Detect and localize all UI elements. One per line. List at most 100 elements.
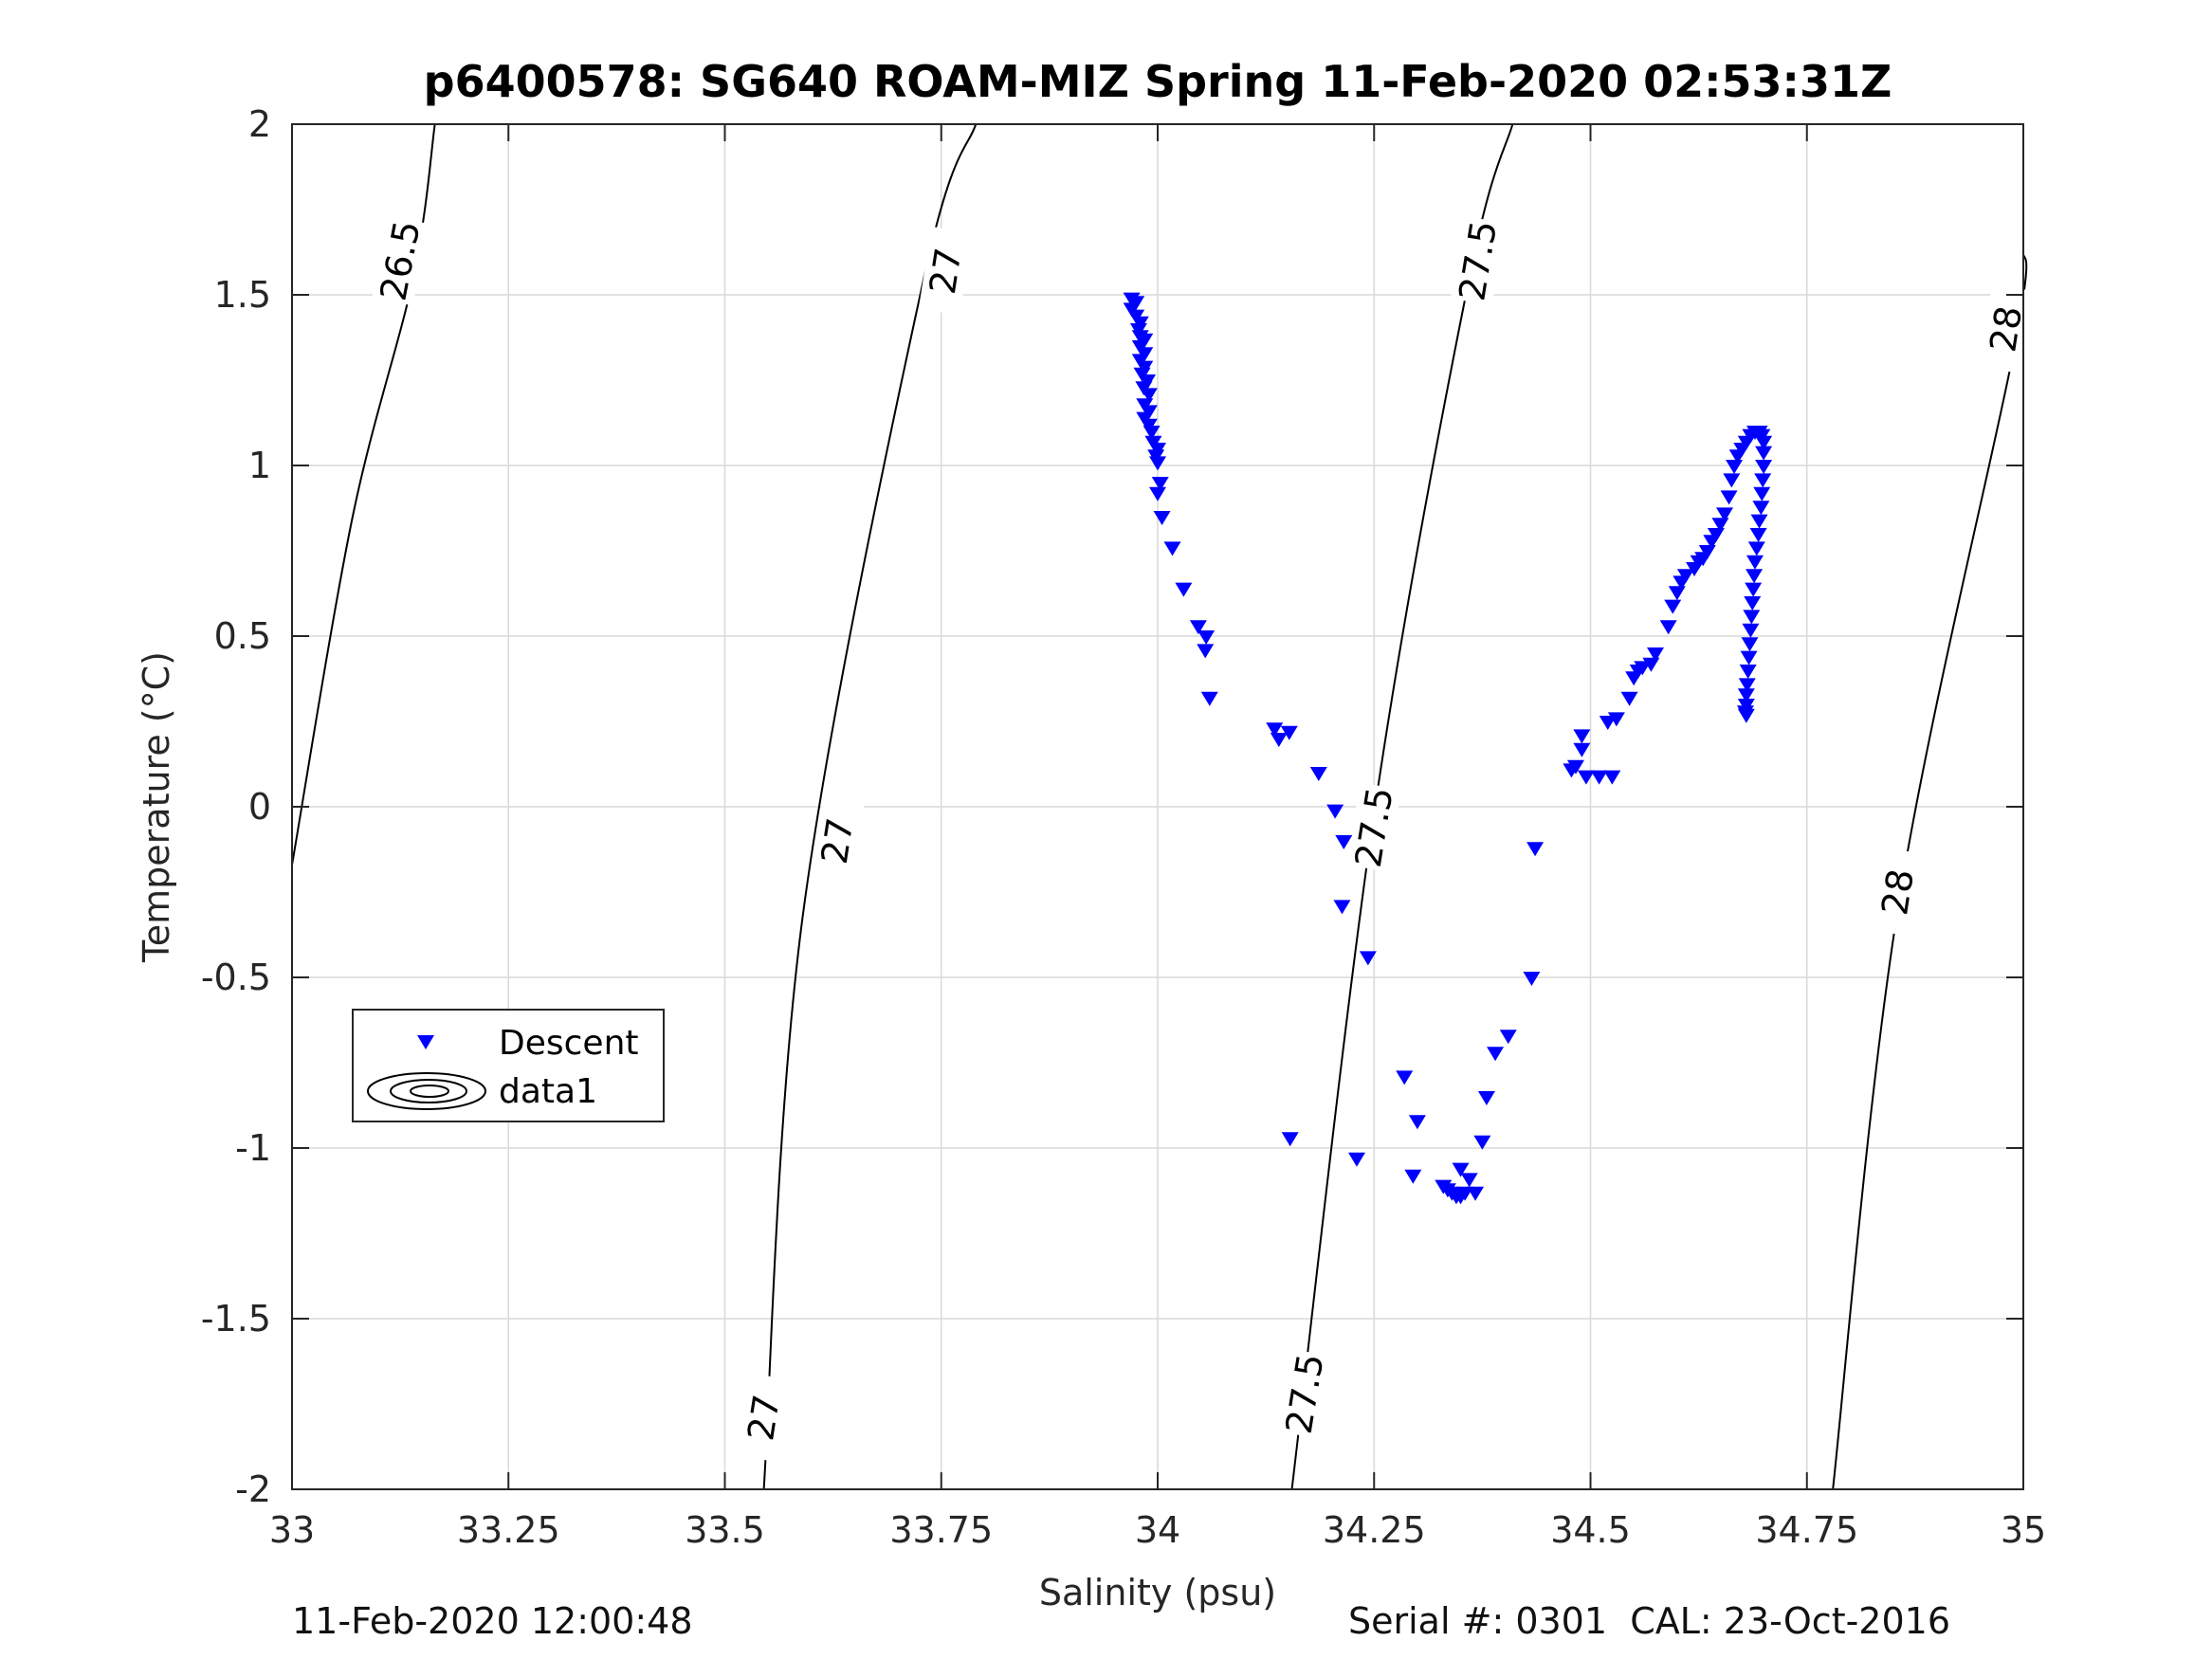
x-tick-label: 33.5 — [685, 1509, 765, 1551]
descent-point — [1270, 733, 1288, 747]
descent-point — [1499, 1030, 1517, 1045]
descent-point — [1723, 473, 1741, 488]
legend-contour-icon — [367, 1072, 486, 1110]
footer-date: 11-Feb-2020 12:00:48 — [292, 1600, 693, 1642]
descent-point — [1197, 644, 1215, 659]
descent-point — [1646, 647, 1664, 662]
contour-label-bg — [1871, 848, 1926, 937]
descent-point — [1467, 1186, 1485, 1201]
descent-point — [1720, 490, 1738, 505]
descent-point — [1737, 708, 1755, 723]
contour-label: 26.5 — [373, 217, 429, 303]
contour-label-bg — [1277, 1349, 1332, 1439]
descent-point — [1175, 582, 1193, 597]
contour-line-26.5 — [291, 123, 436, 866]
y-tick-label: -2 — [235, 1468, 271, 1510]
descent-point — [1752, 501, 1770, 516]
y-tick-label: 1 — [248, 445, 271, 486]
descent-point — [1747, 541, 1765, 556]
contour-line-28 — [1832, 250, 2028, 1490]
contour-label: 27.5 — [1347, 784, 1401, 870]
y-tick-label: 0 — [248, 786, 271, 828]
descent-point — [1333, 900, 1351, 915]
contour-label: 28 — [1982, 303, 2030, 355]
x-tick-label: 33 — [269, 1509, 315, 1551]
x-tick-label: 35 — [2001, 1509, 2046, 1551]
legend-box — [352, 1009, 665, 1122]
descent-point — [1676, 569, 1694, 584]
contour-label-bg — [810, 796, 865, 885]
descent-point — [1189, 620, 1207, 635]
contour-label: 27 — [922, 246, 970, 298]
descent-point — [1396, 1070, 1414, 1085]
x-tick-label: 33.75 — [889, 1509, 993, 1551]
descent-point — [1738, 678, 1756, 693]
descent-point — [1460, 1173, 1478, 1188]
descent-point — [1309, 767, 1327, 781]
x-tick-label: 34 — [1135, 1509, 1180, 1551]
descent-point — [1280, 725, 1298, 740]
descent-point — [1143, 426, 1161, 440]
descent-point — [1197, 630, 1216, 645]
contour-label-bg — [1979, 284, 2034, 374]
descent-point — [1750, 514, 1768, 529]
contour-label: 27.5 — [1451, 218, 1505, 304]
descent-point — [1755, 435, 1773, 450]
legend-data1-label: data1 — [499, 1072, 597, 1111]
descent-point — [1590, 770, 1608, 785]
descent-point — [1200, 691, 1218, 706]
descent-point — [1404, 1169, 1422, 1184]
x-axis-label: Salinity (psu) — [1039, 1572, 1276, 1613]
descent-point — [1408, 1115, 1426, 1130]
descent-point — [1149, 456, 1166, 471]
footer-serial-cal: Serial #: 0301 CAL: 23-Oct-2016 — [1348, 1600, 1951, 1642]
descent-point — [1742, 623, 1760, 638]
contour-label-bg — [372, 215, 430, 306]
descent-point — [1754, 473, 1772, 488]
descent-point — [1566, 759, 1584, 775]
contour-label-bg — [737, 1373, 792, 1463]
descent-point — [1741, 637, 1759, 652]
descent-point — [1347, 1152, 1365, 1167]
contour-line-27 — [762, 123, 978, 1490]
y-tick-label: -0.5 — [201, 957, 271, 998]
descent-point — [1487, 1047, 1505, 1062]
descent-point — [1573, 742, 1591, 757]
descent-point — [1739, 665, 1757, 679]
y-tick-label: 2 — [248, 103, 271, 145]
descent-point — [1140, 388, 1158, 403]
y-tick-label: -1 — [235, 1127, 271, 1169]
descent-point — [1153, 511, 1171, 525]
contour-label-bg — [1346, 782, 1401, 872]
x-tick-label: 34.75 — [1755, 1509, 1858, 1551]
descent-point — [1149, 486, 1166, 501]
descent-point — [1726, 460, 1744, 474]
grid — [291, 123, 2024, 1490]
descent-point — [1523, 972, 1541, 986]
descent-point — [1755, 446, 1773, 461]
contour-line-27.5 — [1290, 123, 1514, 1490]
descent-point — [1745, 582, 1763, 597]
legend-descent-marker — [417, 1035, 434, 1049]
descent-point — [1749, 528, 1767, 542]
axis-ticks: 33 33.25 33.5 33.75 34 34.25 34.5 34.75 35 -2 -1.5… — [201, 103, 2046, 1551]
descent-point — [1452, 1162, 1470, 1177]
descent-point — [1477, 1091, 1495, 1105]
descent-point — [1266, 722, 1284, 738]
descent-point — [1659, 620, 1677, 635]
contour-label-bg — [1451, 216, 1506, 305]
descent-point — [1473, 1135, 1491, 1150]
x-tick-label: 33.25 — [457, 1509, 560, 1551]
descent-point — [1281, 1132, 1299, 1147]
descent-point — [1599, 716, 1617, 730]
legend[interactable]: Descent data1 — [352, 1009, 665, 1122]
y-tick-label: -1.5 — [201, 1298, 271, 1340]
descent-point — [1577, 770, 1595, 785]
descent-point — [1746, 569, 1764, 584]
descent-point — [1359, 951, 1377, 966]
descent-point — [1620, 691, 1638, 706]
contour-label: 27 — [740, 1392, 788, 1444]
contour-label: 27 — [814, 815, 862, 867]
descent-point — [1668, 586, 1686, 601]
